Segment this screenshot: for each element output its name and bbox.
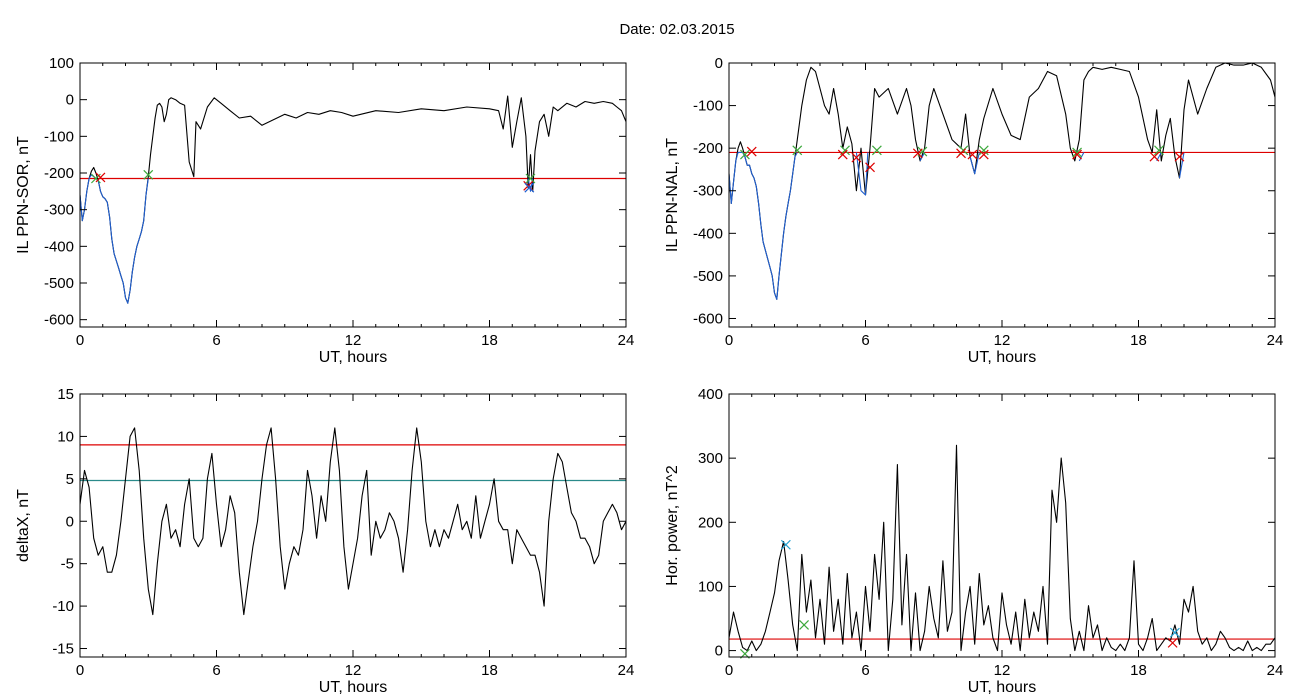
y-tick-label: 0 bbox=[715, 643, 723, 660]
y-tick-label: -500 bbox=[44, 275, 74, 292]
y-tick-label: -300 bbox=[693, 183, 723, 200]
marker-x bbox=[1154, 145, 1164, 156]
marker-x bbox=[524, 182, 535, 193]
y-tick-label: 5 bbox=[66, 471, 74, 488]
y-axis-label: IL PPN-SOR, nT bbox=[15, 136, 32, 254]
y-tick-label: 0 bbox=[715, 55, 723, 72]
y-tick-label: -100 bbox=[693, 98, 723, 115]
x-tick-label: 0 bbox=[76, 662, 84, 679]
marker-x bbox=[799, 620, 809, 630]
marker-x bbox=[95, 172, 106, 183]
panel-bottom-right: 0 6 12 18 24 400 300 200 100 0 UT, hours Hor. power… bbox=[664, 386, 1283, 696]
y-tick-label: -600 bbox=[44, 312, 74, 329]
marker-x bbox=[978, 145, 989, 156]
y-tick-label: 100 bbox=[49, 55, 74, 72]
y-tick-label: 0 bbox=[66, 92, 74, 109]
y-tick-label: -100 bbox=[44, 128, 74, 145]
series-line bbox=[729, 63, 1275, 300]
series-line bbox=[729, 444, 1275, 652]
x-tick-label: 0 bbox=[725, 332, 733, 349]
y-tick-label: 200 bbox=[698, 514, 723, 531]
marker-x bbox=[780, 539, 791, 550]
marker-x bbox=[1072, 147, 1082, 158]
plot-frame bbox=[728, 393, 1276, 658]
marker-x bbox=[851, 152, 862, 163]
series-line bbox=[80, 95, 626, 304]
marker-x bbox=[837, 149, 848, 160]
x-tick-label: 6 bbox=[861, 332, 869, 349]
y-tick-label: 10 bbox=[57, 428, 74, 445]
x-tick-label: 24 bbox=[618, 662, 635, 679]
y-tick-label: -500 bbox=[693, 268, 723, 285]
marker-x bbox=[1072, 149, 1082, 160]
x-tick-label: 18 bbox=[481, 662, 498, 679]
figure-title: Date: 02.03.2015 bbox=[619, 21, 734, 38]
marker-x bbox=[912, 148, 923, 159]
y-axis-label: IL PPN-NAL, nT bbox=[664, 138, 681, 252]
x-tick-label: 0 bbox=[725, 662, 733, 679]
x-tick-label: 24 bbox=[1267, 332, 1284, 349]
y-tick-label: -400 bbox=[44, 238, 74, 255]
marker-x bbox=[746, 146, 757, 157]
x-tick-label: 18 bbox=[1130, 332, 1147, 349]
marker-x bbox=[956, 148, 966, 159]
x-tick-label: 12 bbox=[345, 662, 362, 679]
x-tick-label: 24 bbox=[1267, 662, 1284, 679]
y-tick-label: -200 bbox=[693, 140, 723, 157]
x-tick-label: 12 bbox=[345, 332, 362, 349]
y-axis-label: Hor. power, nT^2 bbox=[664, 465, 681, 586]
x-tick-label: 12 bbox=[994, 662, 1011, 679]
series-line bbox=[80, 427, 626, 616]
x-tick-label: 18 bbox=[1130, 662, 1147, 679]
x-tick-label: 18 bbox=[481, 332, 498, 349]
y-tick-label: 300 bbox=[698, 450, 723, 467]
marker-x bbox=[525, 173, 536, 184]
y-tick-label: 100 bbox=[698, 578, 723, 595]
series-line bbox=[1178, 152, 1185, 179]
y-tick-label: -200 bbox=[44, 165, 74, 182]
x-axis-label: UT, hours bbox=[968, 349, 1036, 366]
marker-x bbox=[1149, 151, 1160, 162]
marker-x bbox=[871, 145, 882, 156]
y-tick-label: -300 bbox=[44, 202, 74, 219]
y-tick-label: -400 bbox=[693, 225, 723, 242]
x-tick-label: 6 bbox=[861, 662, 869, 679]
y-tick-label: -15 bbox=[52, 641, 74, 658]
plot-frame bbox=[728, 62, 1276, 328]
marker-x bbox=[143, 169, 154, 180]
marker-x bbox=[967, 149, 978, 160]
x-tick-label: 6 bbox=[212, 332, 220, 349]
series-line bbox=[80, 174, 149, 304]
y-tick-label: -5 bbox=[61, 556, 74, 573]
marker-x bbox=[1167, 637, 1178, 648]
series-line bbox=[969, 152, 980, 175]
y-axis-label: deltaX, nT bbox=[15, 489, 32, 562]
y-tick-label: -10 bbox=[52, 598, 74, 615]
x-tick-label: 6 bbox=[212, 662, 220, 679]
series-line bbox=[855, 152, 869, 196]
marker-x bbox=[740, 149, 750, 160]
x-axis-label: UT, hours bbox=[319, 349, 387, 366]
marker-x bbox=[1169, 627, 1180, 638]
x-axis-label: UT, hours bbox=[319, 679, 387, 696]
x-tick-label: 24 bbox=[618, 332, 635, 349]
panel-top-right: 0 6 12 18 24 0 -100 -200 -300 -400 -500 -600 UT, hou… bbox=[664, 55, 1283, 366]
y-tick-label: 15 bbox=[57, 386, 74, 403]
y-tick-label: -600 bbox=[693, 310, 723, 327]
marker-x bbox=[978, 149, 989, 160]
y-tick-label: 400 bbox=[698, 386, 723, 403]
panel-top-left: 0 6 12 18 24 100 0 -100 -200 -300 -400 -500 -600 UT, … bbox=[15, 55, 634, 366]
series-line bbox=[729, 151, 798, 300]
plot-frame bbox=[79, 62, 627, 328]
x-axis-label: UT, hours bbox=[968, 679, 1036, 696]
x-tick-label: 12 bbox=[994, 332, 1011, 349]
panel-bottom-left: 0 6 12 18 24 15 10 5 0 -5 -10 -15 UT, hours deltaX, n… bbox=[15, 386, 634, 696]
y-tick-label: 0 bbox=[66, 513, 74, 530]
x-tick-label: 0 bbox=[76, 332, 84, 349]
marker-x bbox=[1174, 151, 1185, 162]
marker-x bbox=[865, 162, 875, 173]
marker-x bbox=[792, 145, 803, 156]
